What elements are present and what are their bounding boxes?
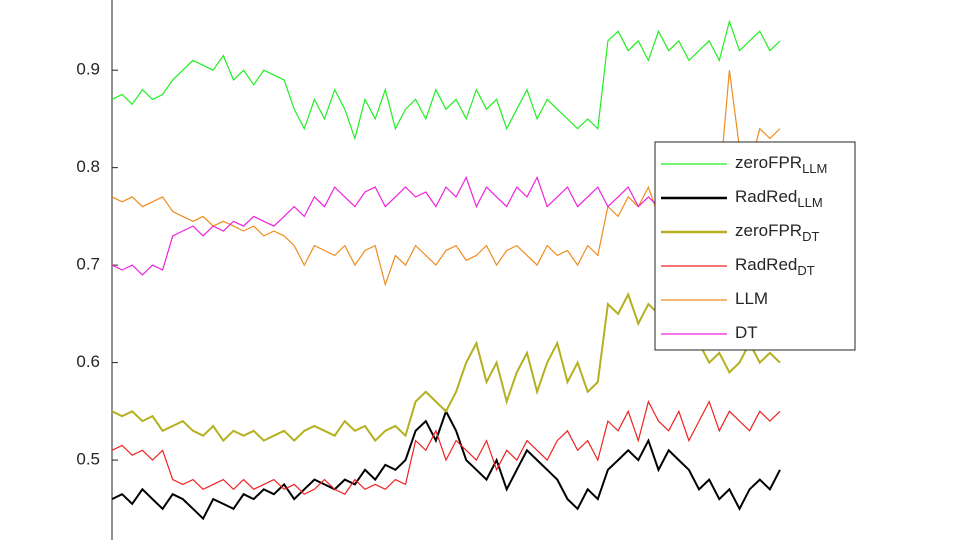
y-tick-label: 0.9 (76, 60, 100, 79)
legend-name: zeroFPR (735, 153, 802, 172)
y-tick-label: 0.8 (76, 157, 100, 176)
legend-label: zeroFPRLLM (735, 153, 827, 176)
y-tick-label: 0.7 (76, 255, 100, 274)
legend-subscript: DT (797, 263, 814, 278)
series-line (111, 19, 781, 141)
legend-name: DT (735, 323, 758, 342)
legend-label: LLM (735, 289, 768, 308)
legend-subscript: LLM (802, 161, 827, 176)
legend-name: RadRed (735, 187, 797, 206)
legend-subscript: DT (802, 229, 819, 244)
legend-name: LLM (735, 289, 768, 308)
legend-label: RadRedLLM (735, 187, 823, 210)
legend-label: RadRedDT (735, 255, 815, 278)
legend-name: RadRed (735, 255, 797, 274)
legend-name: zeroFPR (735, 221, 802, 240)
y-tick-label: 0.5 (76, 450, 100, 469)
legend-label: DT (735, 323, 758, 342)
legend-subscript: LLM (797, 195, 822, 210)
series-line (111, 399, 781, 495)
y-tick-label: 0.6 (76, 352, 100, 371)
legend-box (654, 141, 856, 351)
legend-label: zeroFPRDT (735, 221, 819, 244)
